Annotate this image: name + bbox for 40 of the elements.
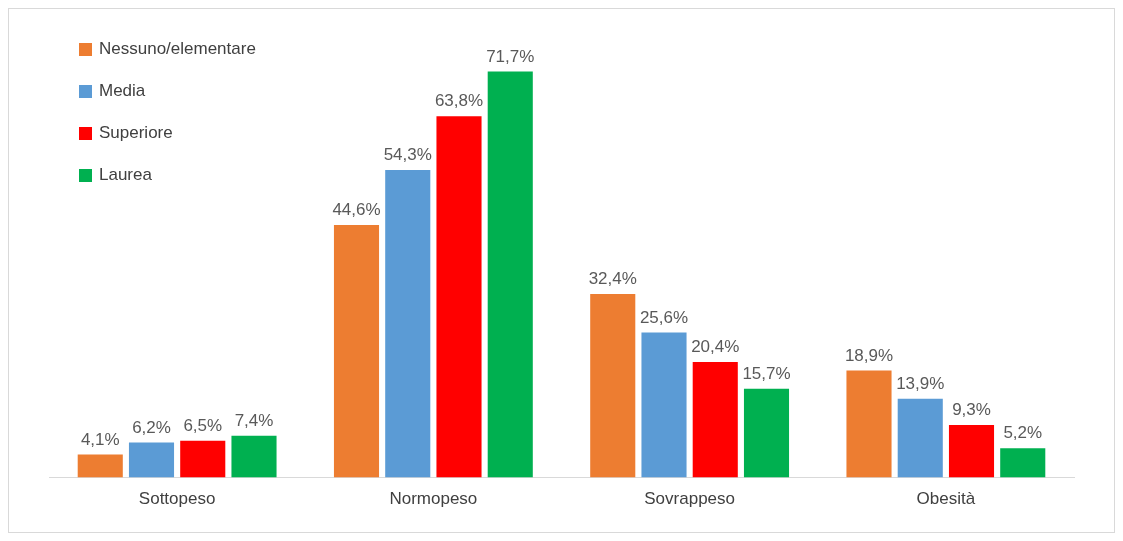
bar (385, 170, 431, 478)
bar (897, 398, 943, 478)
x-tick-label: Obesità (916, 489, 976, 509)
data-label: 6,2% (132, 417, 171, 437)
data-label: 6,5% (183, 415, 223, 435)
legend-label: Media (99, 80, 146, 100)
legend-label: Superiore (99, 122, 173, 142)
data-label: 20,4% (691, 337, 740, 357)
bar (846, 370, 892, 478)
data-label: 4,1% (80, 429, 120, 449)
bar (436, 116, 482, 478)
data-label: 44,6% (332, 200, 381, 220)
bar (333, 224, 380, 478)
legend-label: Nessuno/elementare (99, 38, 256, 58)
data-label: 5,2% (1003, 423, 1043, 443)
bar (77, 454, 123, 478)
data-label: 15,7% (742, 363, 791, 383)
x-tick-label: Sovrappeso (644, 489, 735, 509)
bar (641, 332, 687, 478)
x-tick-label: Normopeso (389, 489, 478, 509)
data-label: 13,9% (896, 374, 945, 394)
bar (128, 442, 175, 478)
bar (180, 440, 226, 478)
bar (948, 424, 995, 478)
data-label: 71,7% (486, 46, 535, 66)
data-label: 25,6% (639, 307, 689, 327)
bar (231, 435, 277, 478)
legend-label: Laurea (99, 164, 153, 184)
data-label: 18,9% (844, 345, 894, 365)
bar (692, 362, 738, 478)
x-tick-label: Sottopeso (138, 489, 216, 509)
data-label: 9,3% (952, 400, 991, 420)
data-label: 54,3% (383, 145, 432, 165)
bar (1000, 448, 1046, 478)
bar (590, 294, 636, 478)
data-label: 32,4% (588, 269, 637, 289)
bar (743, 388, 790, 478)
bar (487, 71, 533, 478)
data-label: 7,4% (234, 410, 274, 430)
data-label: 63,8% (434, 91, 484, 111)
